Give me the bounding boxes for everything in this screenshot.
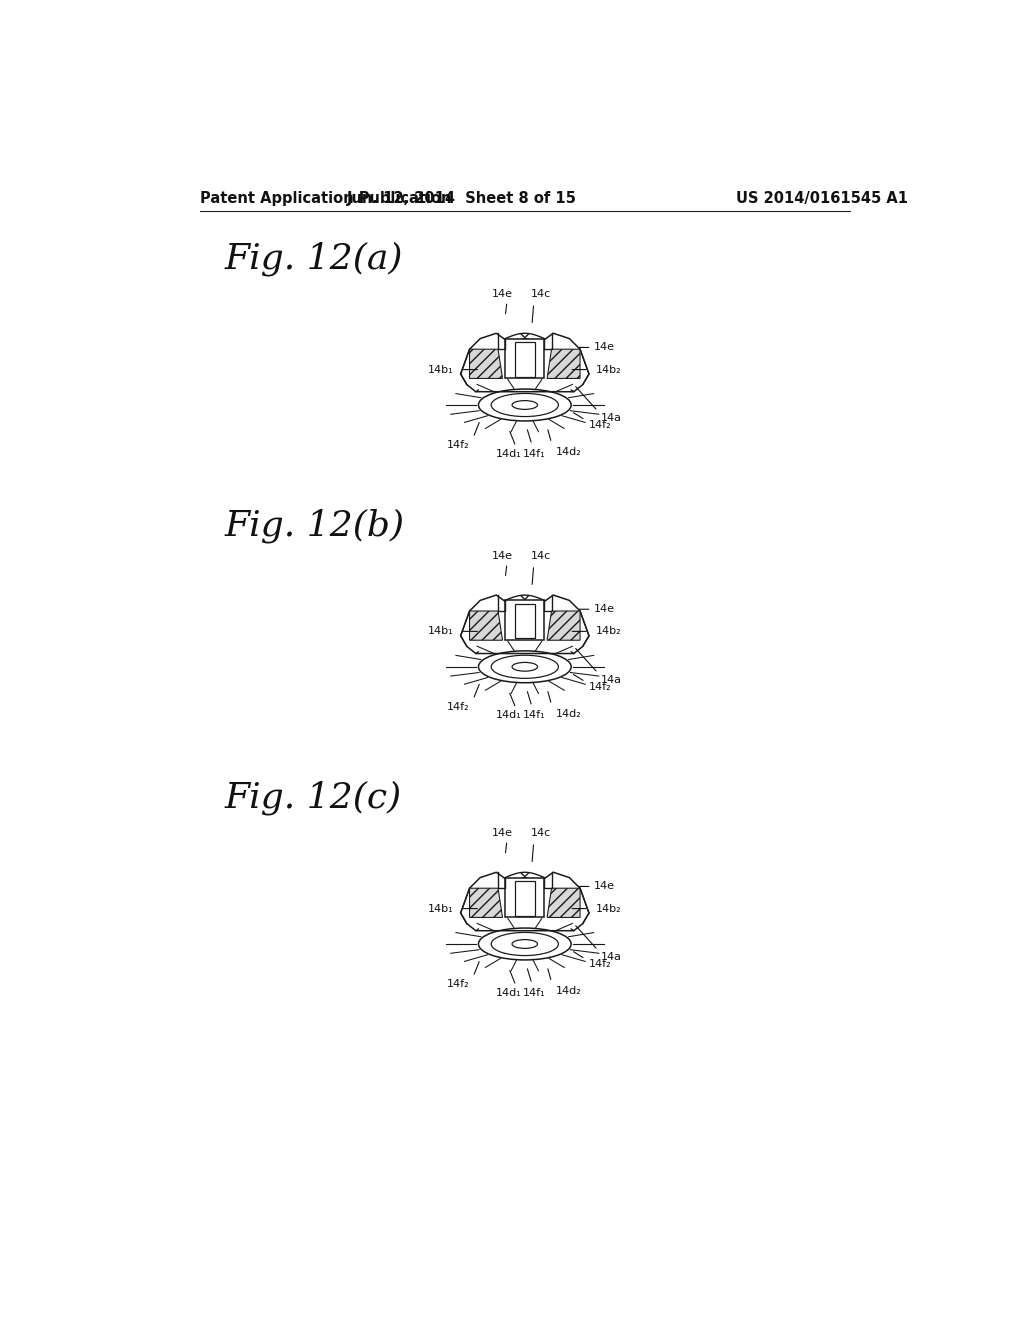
Text: 14d₁: 14d₁: [496, 987, 521, 998]
Text: 14b₁: 14b₁: [428, 364, 454, 375]
Text: Jun. 12, 2014  Sheet 8 of 15: Jun. 12, 2014 Sheet 8 of 15: [346, 191, 577, 206]
Polygon shape: [470, 888, 503, 917]
Text: 14d₂: 14d₂: [556, 986, 582, 995]
Text: 14b₁: 14b₁: [428, 904, 454, 913]
Text: 14e: 14e: [594, 342, 615, 352]
Text: 14e: 14e: [492, 829, 513, 838]
Polygon shape: [547, 350, 580, 379]
Polygon shape: [515, 882, 535, 916]
Text: Fig. 12(b): Fig. 12(b): [225, 508, 406, 544]
Polygon shape: [515, 605, 535, 639]
Text: 14b₁: 14b₁: [428, 627, 454, 636]
Text: 14c: 14c: [530, 552, 551, 561]
Polygon shape: [461, 595, 589, 653]
Polygon shape: [470, 611, 503, 640]
Text: Patent Application Publication: Patent Application Publication: [200, 191, 452, 206]
Polygon shape: [505, 601, 545, 640]
Text: 14f₂: 14f₂: [589, 682, 611, 692]
Text: 14a: 14a: [600, 952, 622, 962]
Text: 14f₂: 14f₂: [589, 420, 611, 430]
Text: 14f₂: 14f₂: [446, 702, 470, 711]
Text: 14d₂: 14d₂: [556, 447, 582, 457]
Text: 14f₁: 14f₁: [522, 449, 545, 458]
Text: 14d₁: 14d₁: [496, 449, 521, 458]
Text: 14e: 14e: [492, 552, 513, 561]
Polygon shape: [515, 342, 535, 376]
Text: 14f₂: 14f₂: [589, 960, 611, 969]
Text: 14e: 14e: [594, 605, 615, 614]
Polygon shape: [547, 611, 580, 640]
Text: Fig. 12(c): Fig. 12(c): [225, 780, 402, 816]
Text: 14a: 14a: [600, 413, 622, 424]
Text: 14e: 14e: [594, 882, 615, 891]
Polygon shape: [461, 873, 589, 931]
Text: 14c: 14c: [530, 829, 551, 838]
Text: 14b₂: 14b₂: [596, 627, 622, 636]
Text: 14d₂: 14d₂: [556, 709, 582, 718]
Polygon shape: [505, 339, 545, 379]
Text: 14c: 14c: [530, 289, 551, 300]
Text: 14e: 14e: [492, 289, 513, 300]
Text: 14f₂: 14f₂: [446, 979, 470, 989]
Text: 14b₂: 14b₂: [596, 904, 622, 913]
Text: US 2014/0161545 A1: US 2014/0161545 A1: [735, 191, 907, 206]
Text: 14d₁: 14d₁: [496, 710, 521, 721]
Polygon shape: [547, 888, 580, 917]
Text: 14f₁: 14f₁: [522, 710, 545, 721]
Text: 14b₂: 14b₂: [596, 364, 622, 375]
Polygon shape: [505, 878, 545, 917]
Text: 14a: 14a: [600, 675, 622, 685]
Text: 14f₂: 14f₂: [446, 440, 470, 450]
Polygon shape: [470, 350, 503, 379]
Text: 14f₁: 14f₁: [522, 987, 545, 998]
Polygon shape: [461, 333, 589, 392]
Text: Fig. 12(a): Fig. 12(a): [225, 242, 403, 276]
